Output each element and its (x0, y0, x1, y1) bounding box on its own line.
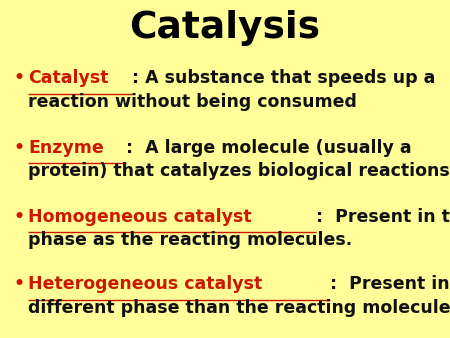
Text: Heterogeneous catalyst: Heterogeneous catalyst (28, 275, 262, 293)
Text: reaction without being consumed: reaction without being consumed (28, 93, 357, 111)
Text: •: • (14, 139, 24, 156)
Text: protein) that catalyzes biological reactions.: protein) that catalyzes biological react… (28, 162, 450, 180)
Text: :  Present in a: : Present in a (330, 275, 450, 293)
Text: Catalyst: Catalyst (28, 69, 108, 87)
Text: : A substance that speeds up a: : A substance that speeds up a (132, 69, 435, 87)
Text: •: • (14, 275, 24, 293)
Text: phase as the reacting molecules.: phase as the reacting molecules. (28, 231, 352, 249)
Text: Catalysis: Catalysis (130, 10, 320, 46)
Text: Homogeneous catalyst: Homogeneous catalyst (28, 208, 252, 226)
Text: •: • (14, 69, 24, 87)
Text: Enzyme: Enzyme (28, 139, 104, 156)
Text: •: • (14, 208, 24, 226)
Text: :  A large molecule (usually a: : A large molecule (usually a (126, 139, 411, 156)
Text: different phase than the reacting molecules.: different phase than the reacting molecu… (28, 299, 450, 317)
Text: :  Present in the same: : Present in the same (316, 208, 450, 226)
